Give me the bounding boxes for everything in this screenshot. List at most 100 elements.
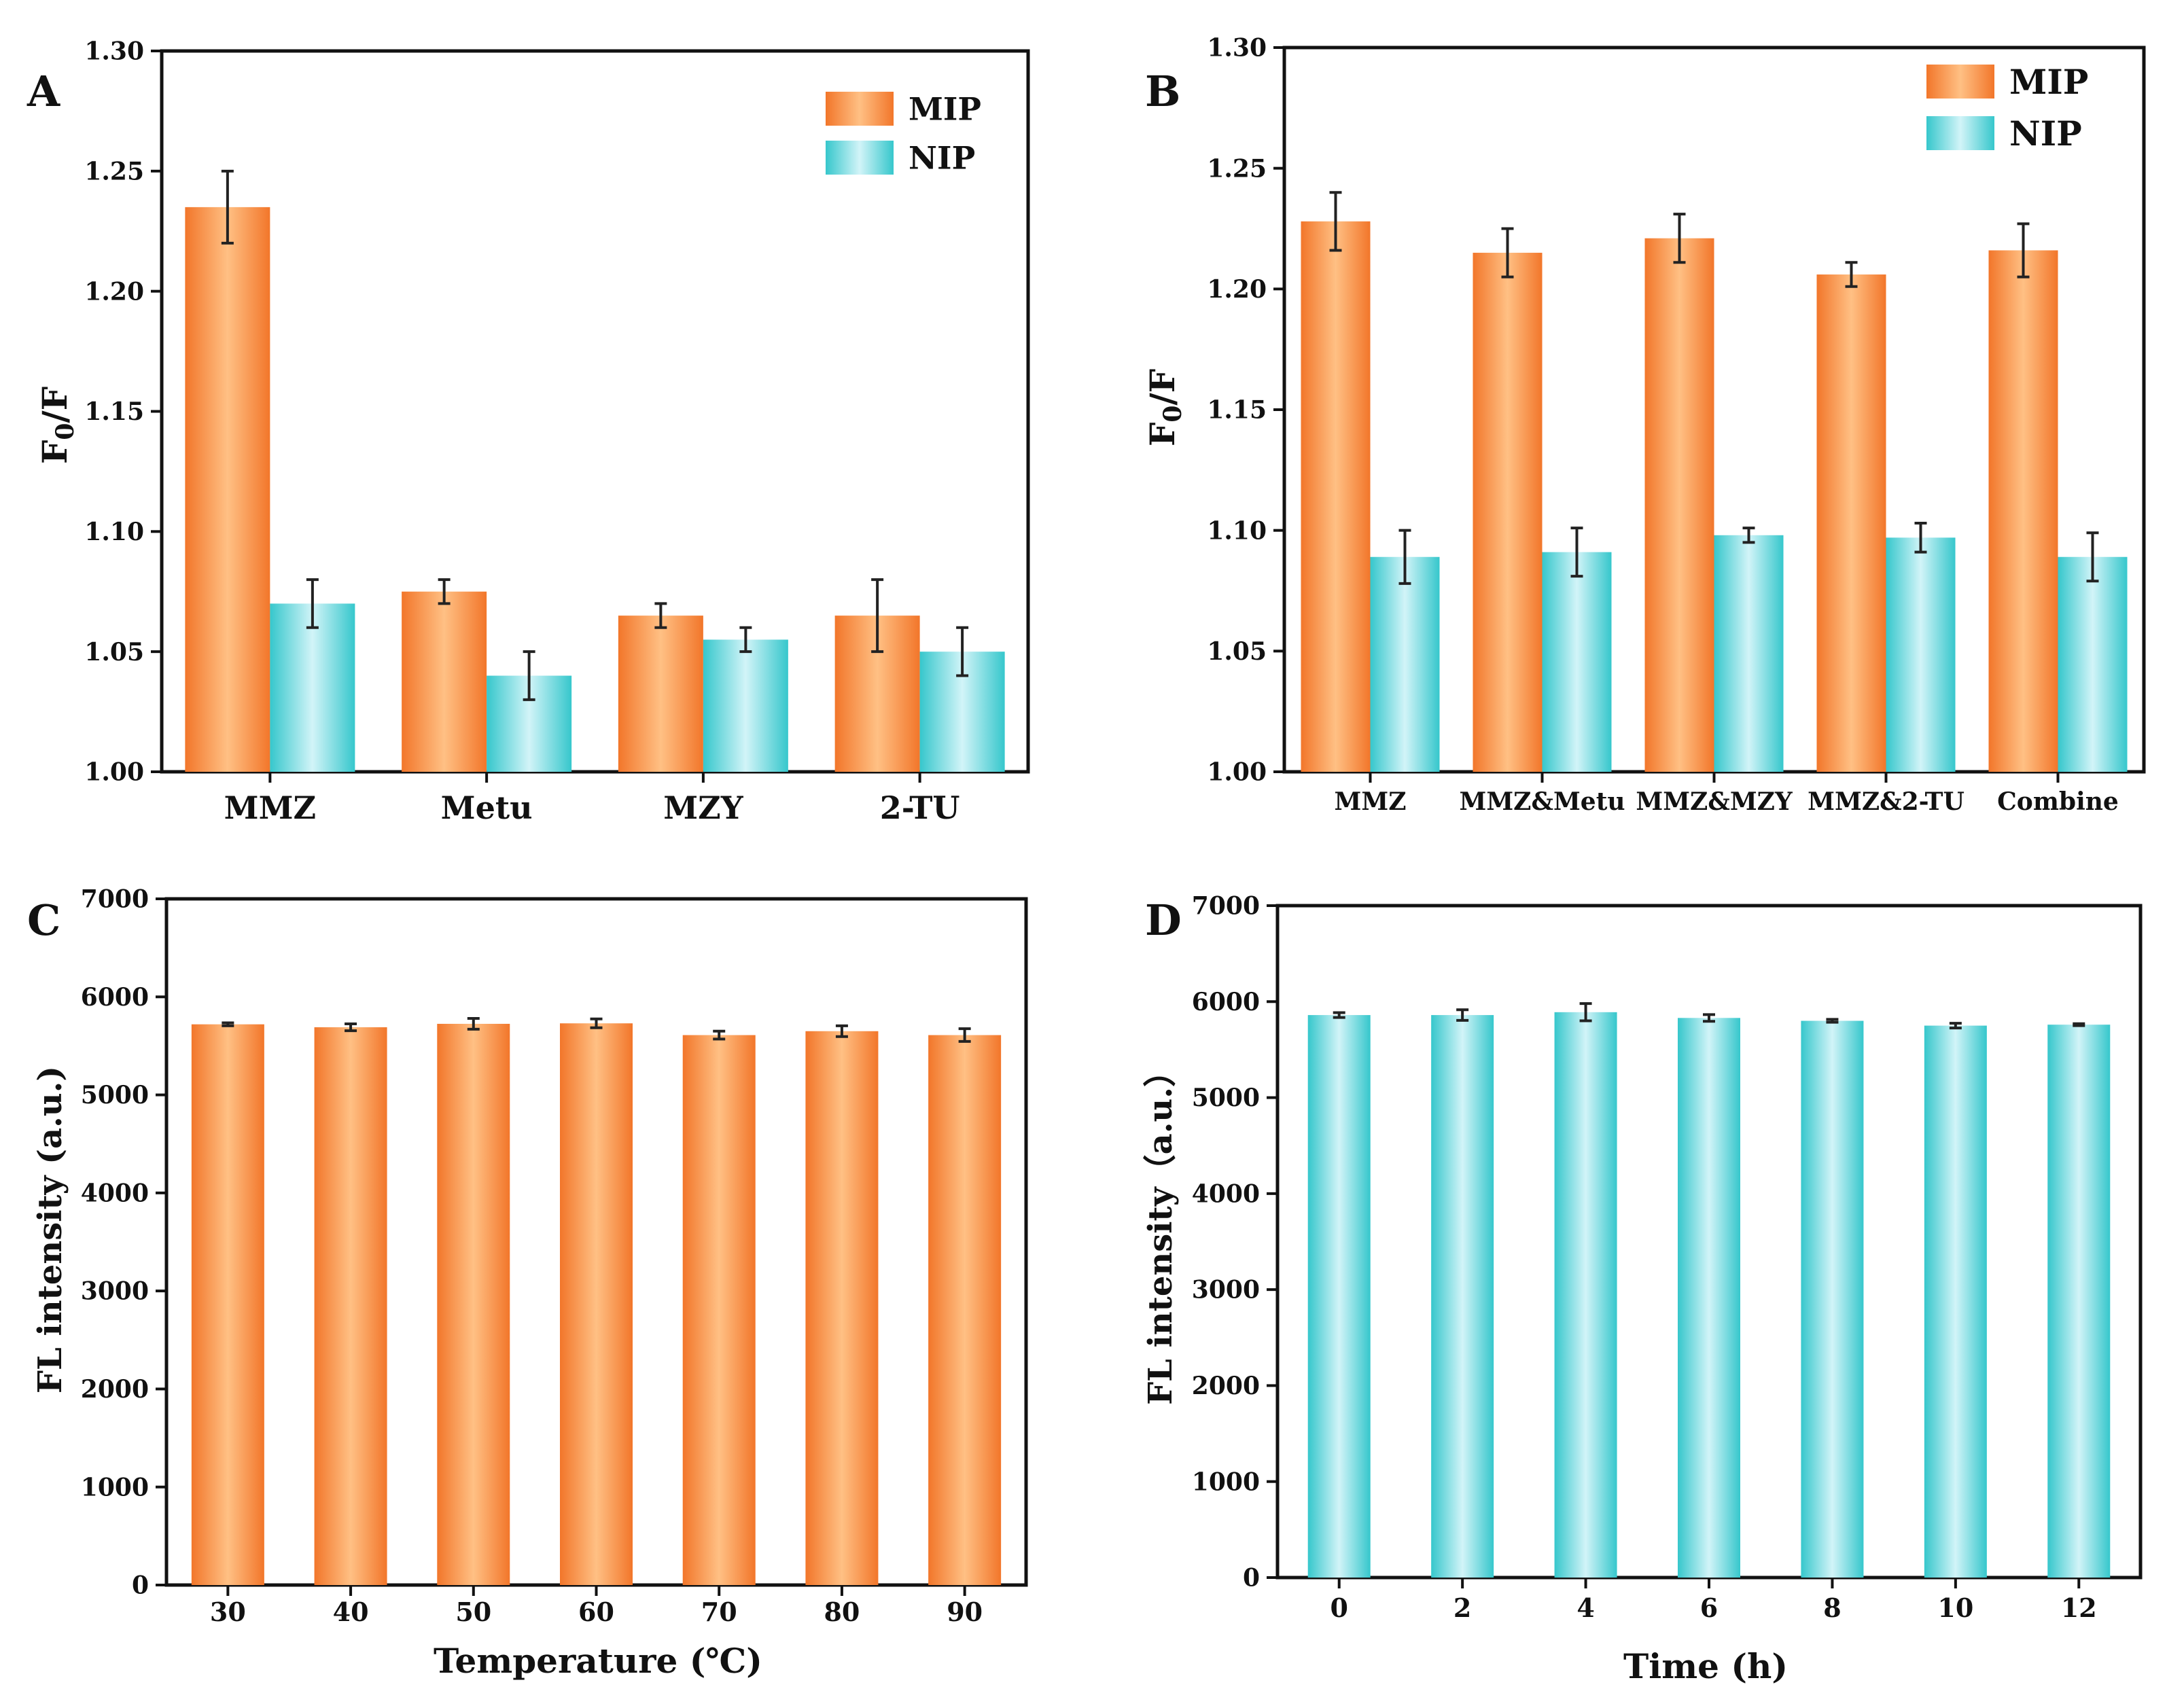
panel-d-category-label: 10 — [1937, 1593, 1973, 1623]
panel-a-legend-swatch-mip — [826, 92, 894, 126]
panel-d-xlabel: Time (h) — [1623, 1646, 1788, 1686]
panel-c-ytick-label: 6000 — [81, 983, 149, 1012]
panel-b-ytick-label: 1.25 — [1207, 154, 1267, 183]
panel-c-letter: C — [27, 895, 60, 945]
panel-c-ytick-label: 4000 — [81, 1179, 149, 1207]
panel-d-ytick-label: 7000 — [1192, 892, 1260, 921]
panel-d-bar-nip — [1924, 1025, 1987, 1578]
panel-d-letter: D — [1145, 895, 1182, 945]
panel-d-category-label: 8 — [1823, 1593, 1841, 1623]
panel-a-category-label: MZY — [663, 789, 743, 826]
panel-d-bar-nip — [1307, 1015, 1371, 1578]
panel-d-bar-nip — [1678, 1018, 1740, 1578]
panel-b-bar-mip — [1473, 253, 1543, 772]
panel-d-category-label: 0 — [1330, 1593, 1347, 1623]
panel-d-category-label: 6 — [1700, 1593, 1718, 1623]
panel-d-ytick-label: 3000 — [1192, 1276, 1260, 1304]
panel-d-ytick-label: 5000 — [1192, 1084, 1260, 1112]
panel-a-legend-swatch-nip — [826, 141, 894, 175]
panel-a-ytick-label: 1.25 — [84, 157, 144, 185]
panel-a-letter: A — [27, 67, 60, 116]
panel-c-bar-mip — [314, 1027, 387, 1585]
panel-a-category-label: 2-TU — [880, 789, 960, 826]
panel-d-category-label: 12 — [2061, 1593, 2097, 1623]
panel-b-legend-swatch-nip — [1926, 116, 1994, 150]
panel-a-ytick-label: 1.30 — [84, 37, 144, 66]
panel-b-bar-mip — [1644, 238, 1714, 772]
panel-c: C FL intensity (a.u.) Temperature (℃) 0 1… — [27, 885, 1028, 1681]
panel-b-legend-swatch-mip — [1926, 65, 1994, 99]
panel-b-bar-nip — [1714, 535, 1784, 772]
panel-b-category-label: Combine — [1997, 787, 2119, 816]
panel-c-ytick-label: 3000 — [81, 1277, 149, 1306]
panel-d-bar-nip — [1801, 1020, 1864, 1578]
panel-c-ytick-label: 1000 — [81, 1473, 149, 1501]
panel-b-ytick-label: 1.00 — [1207, 758, 1267, 787]
panel-a-category-label: Metu — [441, 789, 533, 826]
panel-c-category-label: 80 — [824, 1597, 860, 1627]
panel-b-legend-label-nip: NIP — [2009, 113, 2082, 154]
panel-a-legend-label-nip: NIP — [909, 140, 975, 177]
panel-a-ytick-label: 1.15 — [84, 397, 144, 426]
panel-b-legend-label-mip: MIP — [2009, 62, 2088, 102]
panel-c-bar-mip — [805, 1031, 879, 1585]
panel-d-bar-nip — [1554, 1012, 1617, 1578]
panel-c-ytick-label: 2000 — [81, 1375, 149, 1404]
panel-a-ytick-label: 1.00 — [84, 758, 144, 787]
panel-b-category-label: MMZ&2-TU — [1808, 787, 1965, 816]
panel-d-ytick-label: 1000 — [1192, 1467, 1260, 1496]
panel-a-ylabel-main: F — [35, 440, 75, 465]
panel-d-category-label: 2 — [1454, 1593, 1471, 1623]
panel-a-bar-nip — [270, 603, 355, 772]
panel-b: B F0/F 1.00 1.05 1.10 1.15 1.20 1.25 1.30 MMZ MM… — [1142, 34, 2146, 816]
panel-a-plot: 1.00 1.05 1.10 1.15 1.20 1.25 1.30 MMZ Metu MZY 2-… — [84, 37, 1030, 826]
panel-a-ylabel-sub: 0 — [51, 423, 80, 440]
panel-c-bar-mip — [682, 1035, 756, 1585]
panel-a-legend-label-mip: MIP — [909, 91, 981, 128]
panel-a-ylabel-tail: /F — [35, 387, 75, 423]
panel-c-plot: 0 1000 2000 3000 4000 5000 6000 7000 30 40 50 60 70 8… — [81, 885, 1028, 1627]
panel-d-ytick-label: 4000 — [1192, 1179, 1260, 1208]
panel-a-ytick-label: 1.10 — [84, 518, 144, 546]
panel-a-category-label: MMZ — [224, 789, 316, 826]
panel-b-category-label: MMZ&Metu — [1459, 787, 1625, 816]
panel-a-bar-mip — [402, 591, 487, 772]
panel-b-ytick-label: 1.15 — [1207, 396, 1267, 425]
panel-a-ytick-label: 1.05 — [84, 638, 144, 666]
panel-b-ylabel-tail: /F — [1142, 369, 1182, 406]
panel-d-ylabel: FL intensity（a.u.） — [1142, 1054, 1180, 1405]
panel-b-bar-nip — [1542, 552, 1612, 772]
panel-c-category-label: 50 — [455, 1597, 491, 1627]
panel-d-ytick-label: 0 — [1243, 1564, 1260, 1593]
panel-d: D FL intensity（a.u.） Time (h) 0 1000 2000 3… — [1142, 892, 2143, 1686]
panel-b-bar-nip — [1886, 537, 1956, 772]
panel-b-ytick-label: 1.05 — [1207, 637, 1267, 666]
panel-a-bar-mip — [185, 207, 270, 772]
panel-b-letter: B — [1145, 67, 1180, 116]
panel-b-ytick-label: 1.30 — [1207, 34, 1267, 63]
panel-d-plot: 0 1000 2000 3000 4000 5000 6000 7000 0 2 4 6 8 10 12 — [1192, 892, 2143, 1623]
panel-c-ytick-label: 7000 — [81, 885, 149, 914]
panel-b-plot: 1.00 1.05 1.10 1.15 1.20 1.25 1.30 MMZ MMZ&Metu M… — [1207, 34, 2146, 816]
panel-d-bar-nip — [2047, 1025, 2111, 1578]
panel-b-bar-mip — [1301, 221, 1371, 772]
panel-a-ylabel: F0/F — [35, 387, 80, 464]
panel-d-category-label: 4 — [1576, 1593, 1594, 1623]
panel-c-bar-mip — [928, 1035, 1002, 1585]
panel-b-bar-mip — [1816, 274, 1886, 772]
panel-c-bar-mip — [191, 1024, 264, 1585]
panel-c-ytick-label: 0 — [132, 1571, 149, 1600]
panel-b-ylabel-sub: 0 — [1159, 406, 1187, 423]
panel-a-ytick-label: 1.20 — [84, 277, 144, 306]
panel-c-ytick-label: 5000 — [81, 1081, 149, 1109]
panel-c-category-label: 60 — [578, 1597, 614, 1627]
panel-c-category-label: 70 — [701, 1597, 737, 1627]
panel-b-ytick-label: 1.10 — [1207, 516, 1267, 545]
panel-c-xlabel: Temperature (℃) — [434, 1641, 762, 1681]
panel-a-bar-mip — [618, 616, 703, 772]
panel-b-ytick-label: 1.20 — [1207, 275, 1267, 304]
panel-d-ytick-label: 2000 — [1192, 1372, 1260, 1400]
panel-c-ylabel: FL intensity (a.u.) — [31, 1066, 69, 1393]
panel-c-category-label: 30 — [210, 1597, 246, 1627]
